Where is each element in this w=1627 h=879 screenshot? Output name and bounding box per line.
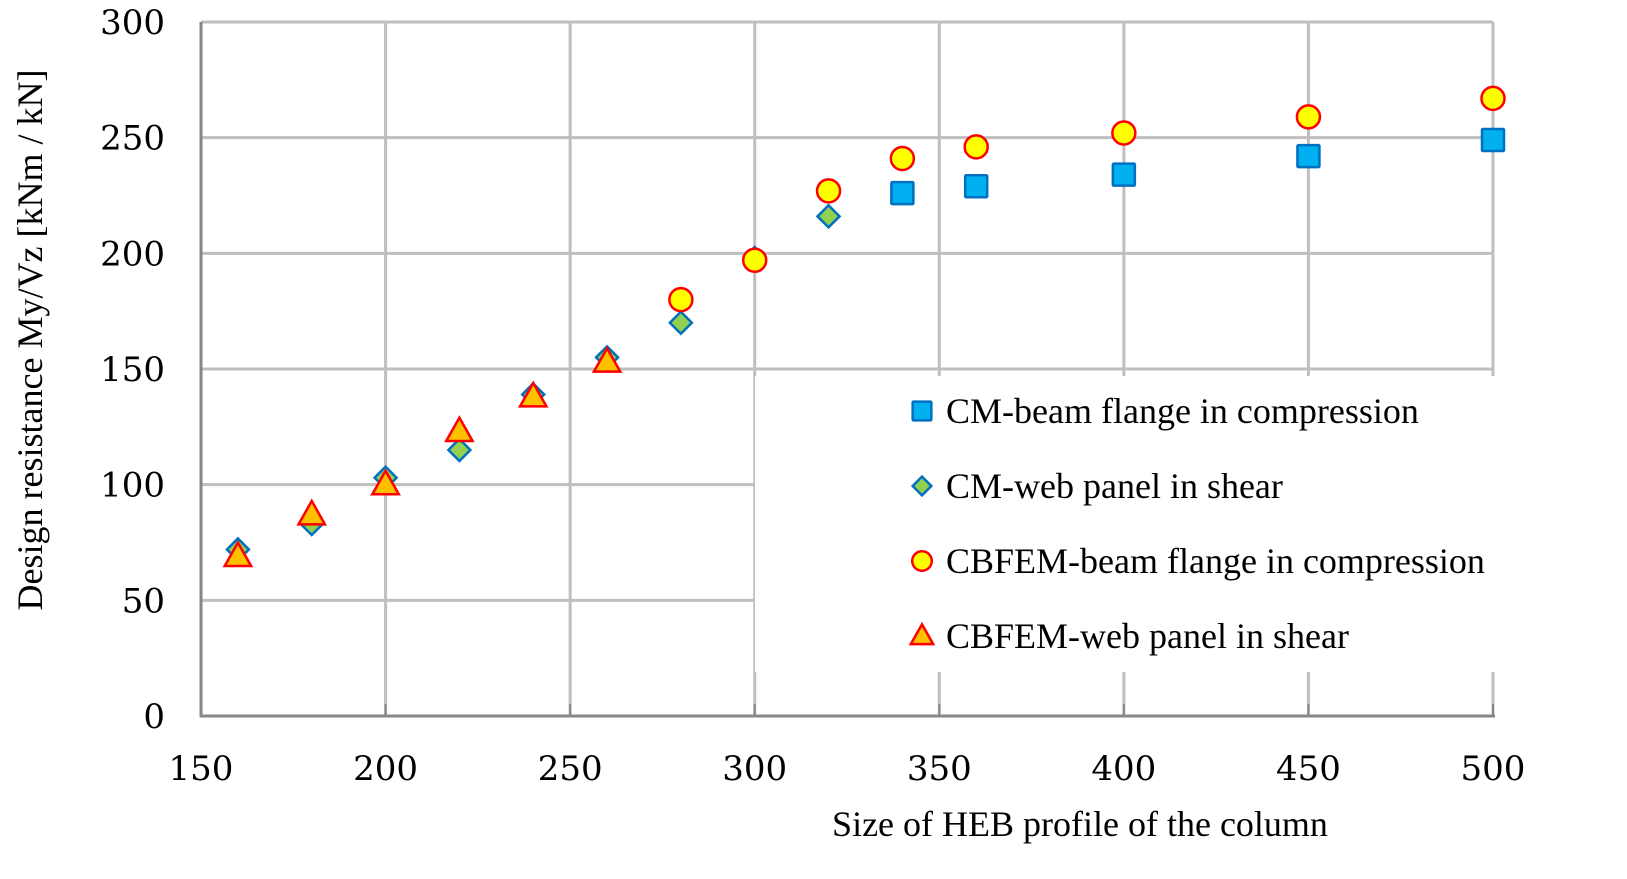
data-point-circle (1111, 120, 1137, 146)
x-tick-label: 250 (538, 749, 603, 789)
data-point-diamond (815, 203, 842, 230)
data-point-square (890, 180, 915, 206)
data-point-triangle (370, 468, 401, 496)
y-tick-label: 150 (100, 350, 165, 390)
axes (199, 22, 1495, 718)
series-triangle (222, 345, 623, 568)
series-square (890, 127, 1506, 206)
x-tick-label: 400 (1091, 749, 1156, 789)
legend-item: CM-beam flange in compression (911, 391, 1419, 431)
legend-label: CBFEM-web panel in shear (946, 616, 1349, 656)
data-point-circle (1295, 104, 1322, 130)
y-tick-label: 0 (143, 697, 165, 737)
x-axis-title: Size of HEB profile of the column (832, 804, 1328, 844)
data-point-circle (889, 145, 916, 172)
legend-label: CBFEM-beam flange in compression (946, 541, 1485, 581)
x-tick-label: 350 (907, 749, 972, 789)
series-circle (668, 85, 1506, 313)
x-tick-label: 200 (353, 749, 418, 789)
data-point-triangle (222, 540, 254, 568)
data-point-square (1296, 143, 1321, 169)
legend-marker-circle (910, 549, 934, 573)
y-tick-label: 300 (100, 3, 165, 43)
legend-marker-diamond (910, 474, 934, 498)
legend-marker-triangle (908, 621, 936, 646)
y-axis-title: Design resistance My/Vz [kNm / kN] (10, 70, 50, 611)
data-point-circle (668, 286, 694, 313)
y-tick-label: 200 (100, 234, 165, 274)
data-point-square (963, 173, 989, 199)
data-point-diamond (446, 437, 473, 463)
data-point-square (1480, 127, 1506, 153)
data-point-triangle (296, 498, 328, 526)
data-point-circle (1480, 85, 1506, 112)
data-point-circle (741, 247, 768, 274)
data-point-diamond (668, 309, 694, 336)
data-point-circle (815, 178, 842, 204)
data-point-triangle (444, 415, 475, 443)
y-tick-label: 50 (122, 581, 165, 621)
x-tick-label: 150 (169, 749, 234, 789)
data-point-triangle (517, 380, 549, 408)
data-point-triangle (591, 345, 623, 373)
legend-item: CBFEM-beam flange in compression (910, 541, 1485, 581)
x-tick-label: 300 (722, 749, 787, 789)
legend-marker-square (911, 400, 933, 422)
legend-label: CM-web panel in shear (946, 466, 1283, 506)
legend-item: CBFEM-web panel in shear (908, 616, 1349, 656)
legend-background (755, 376, 1625, 672)
data-points (222, 85, 1506, 568)
legend-item: CM-web panel in shear (910, 466, 1283, 506)
legend: CM-beam flange in compression CM-web pane… (908, 391, 1485, 656)
y-tick-label: 100 (100, 466, 165, 506)
x-tick-label: 450 (1276, 749, 1341, 789)
y-tick-label: 250 (100, 119, 165, 159)
tick-labels: 0 50 100 150 200 250 300 150 200 250 300 350 400 450 5… (100, 3, 1525, 789)
legend-label: CM-beam flange in compression (946, 391, 1419, 431)
data-point-circle (963, 134, 989, 160)
x-tick-label: 500 (1461, 749, 1526, 789)
data-point-square (1111, 162, 1137, 187)
